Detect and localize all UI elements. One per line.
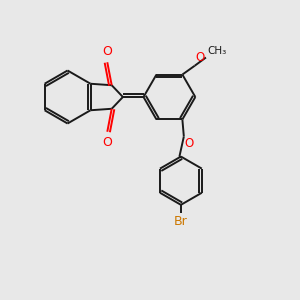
Text: O: O	[102, 45, 112, 58]
Text: Br: Br	[174, 214, 188, 227]
Text: O: O	[195, 51, 205, 64]
Text: O: O	[102, 136, 112, 148]
Text: O: O	[185, 137, 194, 150]
Text: CH₃: CH₃	[207, 46, 226, 56]
